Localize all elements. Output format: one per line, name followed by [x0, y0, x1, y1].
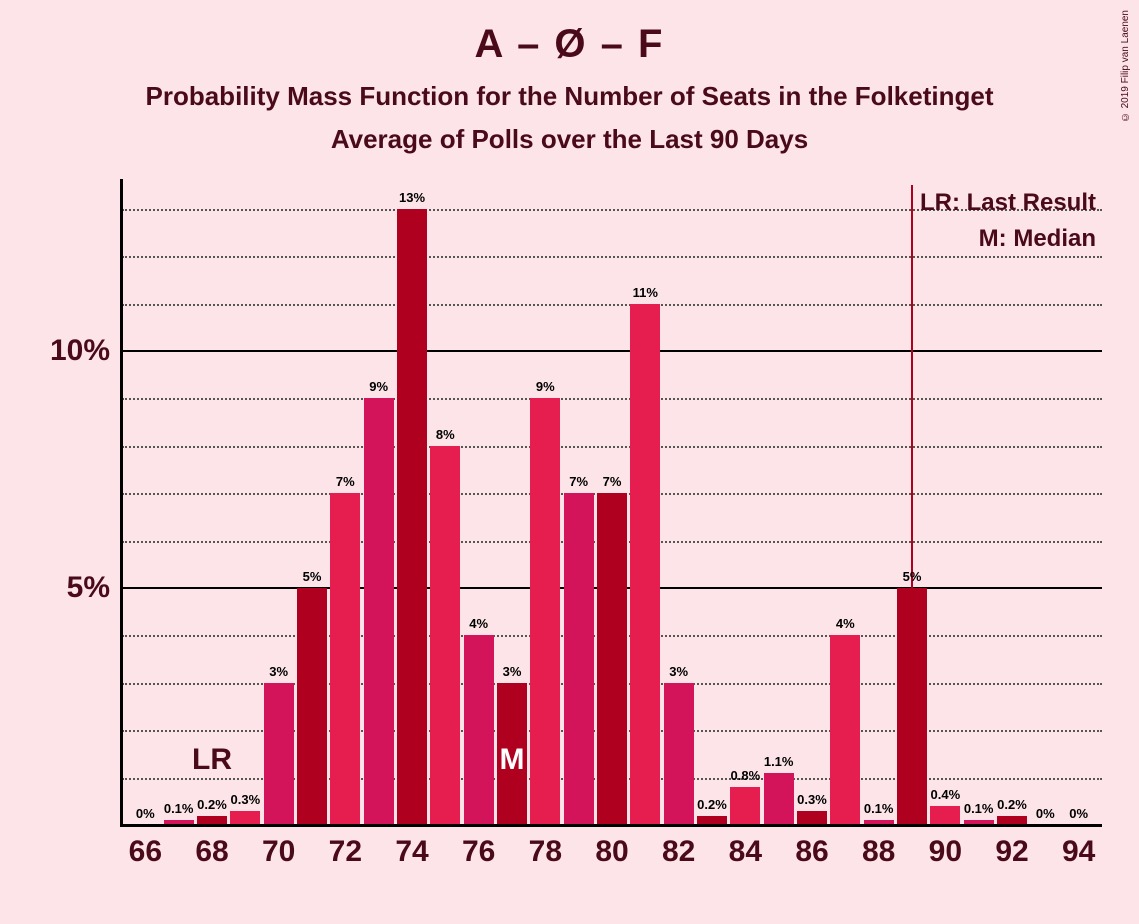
x-axis-label: 74 [395, 825, 428, 869]
x-axis-label: 86 [795, 825, 828, 869]
x-axis-label: 90 [929, 825, 962, 869]
bar [630, 304, 660, 825]
bar [530, 398, 560, 825]
bar-value-label: 0.2% [697, 797, 727, 812]
bar-value-label: 8% [436, 427, 455, 442]
x-axis-label: 84 [729, 825, 762, 869]
y-axis-label: 10% [50, 334, 122, 368]
bar-value-label: 0.1% [964, 801, 994, 816]
bar [730, 787, 760, 825]
x-axis-label: 82 [662, 825, 695, 869]
x-axis-label: 94 [1062, 825, 1095, 869]
bar-value-label: 0.3% [797, 792, 827, 807]
bar [830, 635, 860, 825]
bar-value-label: 7% [336, 474, 355, 489]
gridline-minor [122, 446, 1102, 448]
bar [664, 683, 694, 825]
bar-value-label: 7% [603, 474, 622, 489]
bar-value-label: 0.1% [864, 801, 894, 816]
bar [564, 493, 594, 825]
gridline-minor [122, 304, 1102, 306]
bar-value-label: 5% [903, 569, 922, 584]
x-axis-label: 76 [462, 825, 495, 869]
bar-value-label: 7% [569, 474, 588, 489]
bar-value-label: 11% [633, 285, 658, 300]
x-axis-label: 70 [262, 825, 295, 869]
chart-subtitle-2: Average of Polls over the Last 90 Days [0, 124, 1139, 155]
bar [330, 493, 360, 825]
x-axis-label: 92 [995, 825, 1028, 869]
bar-value-label: 4% [836, 616, 855, 631]
bar-value-label: 0.3% [231, 792, 261, 807]
y-axis-label: 5% [67, 571, 122, 605]
bar-value-label: 0.1% [164, 801, 194, 816]
bar-value-label: 0.8% [731, 768, 761, 783]
bar-value-label: 9% [369, 379, 388, 394]
chart-title: A – Ø – F [0, 0, 1139, 67]
bar-value-label: 3% [503, 664, 522, 679]
copyright-text: © 2019 Filip van Laenen [1120, 10, 1131, 122]
x-axis-label: 72 [329, 825, 362, 869]
y-axis [120, 179, 123, 827]
chart-subtitle-1: Probability Mass Function for the Number… [0, 81, 1139, 112]
bar-value-label: 0.4% [931, 787, 961, 802]
bar [430, 446, 460, 825]
last-result-marker: LR [192, 743, 232, 777]
gridline-major [122, 350, 1102, 352]
bar-value-label: 0% [1036, 806, 1055, 821]
legend-m: M: Median [920, 225, 1096, 253]
bar-value-label: 4% [469, 616, 488, 631]
bar-value-label: 0% [136, 806, 155, 821]
bar-value-label: 3% [669, 664, 688, 679]
x-axis-label: 80 [595, 825, 628, 869]
bar-value-label: 0% [1069, 806, 1088, 821]
bar [797, 811, 827, 825]
x-axis-label: 66 [129, 825, 162, 869]
bar-value-label: 13% [399, 190, 425, 205]
bar [264, 683, 294, 825]
bar-value-label: 0.2% [197, 797, 227, 812]
legend: LR: Last Result M: Median [920, 189, 1096, 253]
median-marker: M [500, 743, 525, 777]
bar [397, 209, 427, 825]
chart-plot-area: 5%10%0%0.1%0.2%0.3%3%5%7%9%13%8%4%3%9%7%… [122, 185, 1102, 825]
gridline-minor [122, 256, 1102, 258]
bar [230, 811, 260, 825]
legend-lr: LR: Last Result [920, 189, 1096, 217]
bar-value-label: 9% [536, 379, 555, 394]
bar [297, 588, 327, 825]
bar-value-label: 3% [269, 664, 288, 679]
gridline-minor [122, 398, 1102, 400]
x-axis-label: 88 [862, 825, 895, 869]
bar [764, 773, 794, 825]
bar [897, 588, 927, 825]
x-axis-label: 78 [529, 825, 562, 869]
bar-value-label: 1.1% [764, 754, 794, 769]
bar-value-label: 0.2% [997, 797, 1027, 812]
bar [930, 806, 960, 825]
bar [597, 493, 627, 825]
bar [464, 635, 494, 825]
bar [364, 398, 394, 825]
bar-value-label: 5% [303, 569, 322, 584]
x-axis-label: 68 [195, 825, 228, 869]
